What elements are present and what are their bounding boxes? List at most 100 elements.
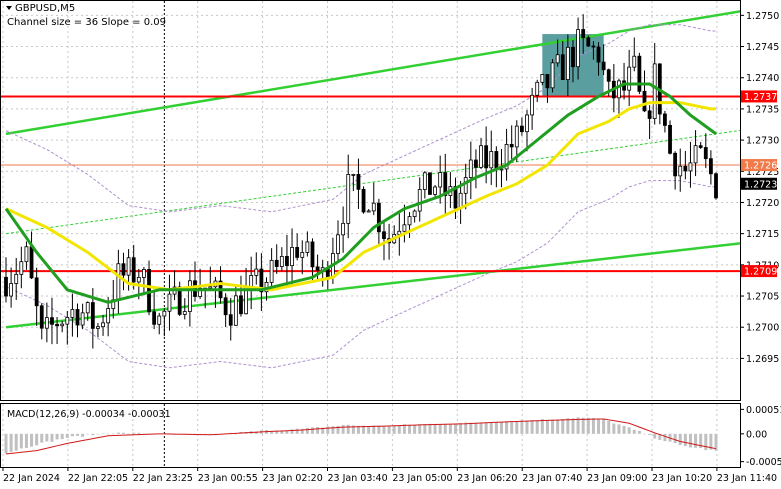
macd-histogram-bar [627, 427, 631, 434]
macd-histogram-bar [91, 433, 95, 436]
macd-histogram-bar [566, 418, 570, 434]
macd-histogram-bar [55, 433, 59, 440]
candle [693, 130, 698, 177]
y-tick-label: 1.2740 [746, 73, 779, 84]
macd-histogram-bar [459, 423, 463, 434]
y-tick-label: 1.2725 [746, 167, 779, 178]
macd-histogram-bar [362, 425, 366, 434]
candle [259, 253, 264, 311]
macd-histogram-bar [591, 418, 595, 434]
candle [402, 204, 407, 243]
candle [24, 241, 29, 270]
candle [39, 303, 44, 340]
candle-body [463, 177, 468, 194]
candle-body [581, 29, 586, 39]
candle-body [295, 247, 300, 258]
candle-body [678, 165, 683, 177]
x-tick-label: 23 Jan 09:00 [587, 473, 647, 484]
candle-body [596, 46, 601, 63]
macd-histogram-bar [280, 430, 284, 434]
macd-histogram-bar [81, 433, 85, 437]
envelope-upper [5, 24, 716, 213]
candle [14, 257, 19, 300]
candle-body [576, 29, 580, 68]
macd-histogram-bar [290, 429, 294, 434]
candle-body [274, 259, 279, 267]
candle-body [693, 145, 698, 164]
y-tick-label: 1.2700 [746, 323, 779, 334]
macd-histogram-bar [658, 433, 662, 440]
macd-histogram-bar [663, 433, 667, 442]
candle [65, 310, 70, 345]
candle [632, 37, 637, 72]
candle [678, 148, 683, 192]
candle [581, 14, 586, 54]
macd-histogram-bar [413, 425, 417, 434]
candle-body [555, 54, 560, 64]
macd-histogram-bar [530, 420, 534, 434]
candle-body [484, 145, 489, 169]
candle [519, 117, 524, 136]
macd-histogram-bar [576, 417, 580, 434]
macd-histogram-bar [637, 431, 641, 434]
candle [269, 248, 274, 291]
macd-y-tick-label: 0.00 [746, 429, 767, 440]
candle [703, 133, 708, 169]
macd-histogram-bar [132, 432, 136, 434]
candle [468, 141, 473, 200]
macd-histogram-bar [683, 433, 687, 447]
macd-histogram-bar [597, 419, 601, 434]
channel-info: Channel size = 36 Slope = 0.09 [7, 17, 166, 28]
macd-histogram-bar [515, 421, 519, 434]
macd-histogram-bar [9, 433, 13, 452]
macd-histogram-bar [305, 427, 309, 434]
candle [591, 41, 596, 60]
candle-body [361, 188, 366, 213]
candle [228, 297, 233, 341]
current-price-tag [741, 177, 777, 190]
candle-body [50, 317, 54, 325]
candle [85, 301, 90, 321]
macd-histogram-bar [331, 426, 335, 434]
macd-histogram-bar [137, 432, 141, 434]
dropdown-arrow-icon[interactable] [6, 6, 12, 10]
macd-histogram-bar [551, 419, 555, 434]
macd-histogram-bar [448, 424, 452, 434]
ma-slow-line [5, 101, 716, 292]
macd-histogram-bar [203, 433, 207, 435]
candle [162, 308, 167, 337]
macd-histogram-bar [510, 421, 514, 434]
candle-body [90, 302, 95, 329]
candle-body [591, 45, 596, 48]
candle [504, 128, 509, 181]
macd-histogram-bar [4, 433, 8, 454]
macd-histogram-bar [694, 433, 698, 448]
macd-histogram-bar [382, 426, 386, 434]
candle [300, 240, 305, 275]
candle-body [336, 234, 340, 254]
macd-histogram-bar [612, 423, 616, 434]
candle-body [310, 241, 315, 268]
candle [96, 323, 100, 338]
candle-body [351, 173, 356, 176]
candle [540, 74, 545, 86]
macd-histogram-bar [234, 433, 238, 435]
candle-body [228, 314, 233, 326]
macd-histogram-bar [418, 424, 422, 434]
chart-header: GBPUSD,M5 Channel size = 36 Slope = 0.09 [6, 3, 166, 28]
candle [346, 154, 351, 239]
candle [443, 153, 448, 217]
macd-histogram-bar [433, 423, 437, 434]
candle [336, 220, 340, 263]
macd-histogram-bar [617, 424, 621, 434]
candle-body [75, 309, 80, 326]
candle [494, 146, 499, 188]
candle [698, 141, 703, 149]
candle [152, 290, 157, 330]
macd-histogram-bar [423, 424, 427, 434]
candle [131, 244, 136, 290]
candle-body [468, 159, 473, 178]
macd-histogram-bar [336, 425, 340, 434]
